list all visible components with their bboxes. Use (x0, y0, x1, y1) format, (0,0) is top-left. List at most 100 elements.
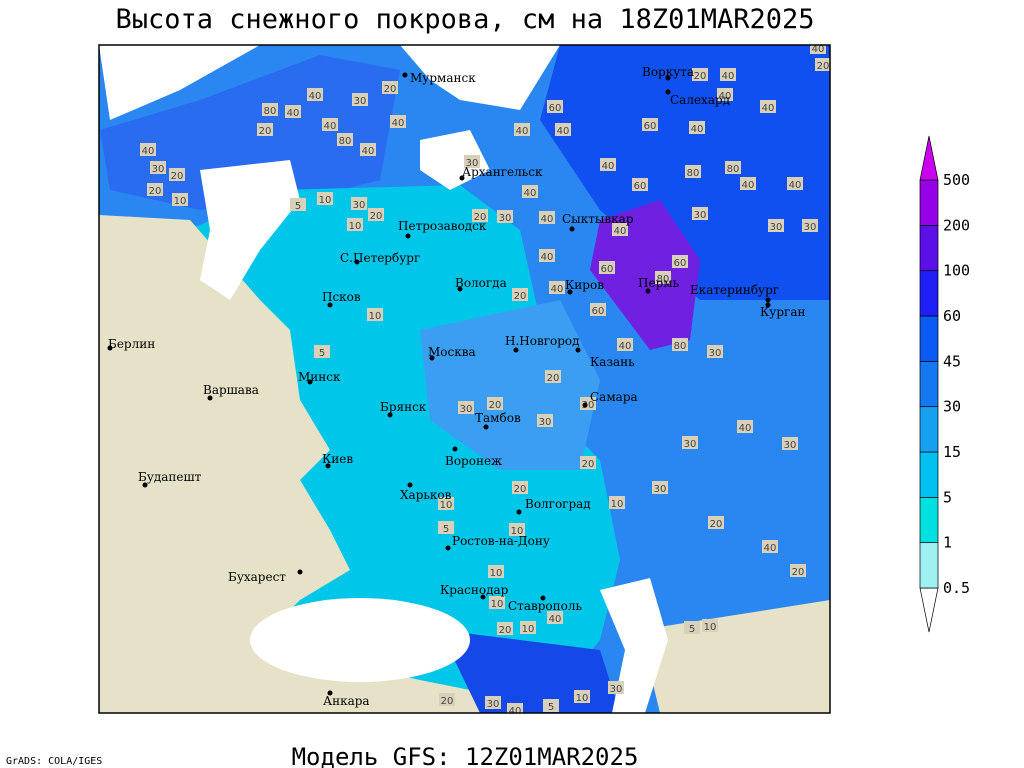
city-label: Минск (298, 370, 341, 384)
contour-label-box (740, 177, 756, 190)
contour-label: 40 (551, 284, 564, 295)
city-dot (429, 355, 435, 361)
contour-label-box (600, 158, 616, 171)
contour-label-box (555, 123, 571, 136)
contour-label: 20 (384, 84, 397, 95)
contour-label-box (692, 68, 708, 81)
contour-label-box (642, 118, 658, 131)
city-label: С.Петербург (340, 251, 420, 265)
contour-label-box (762, 540, 778, 553)
city-label: Казань (590, 355, 635, 369)
contour-label-box (512, 481, 528, 494)
contour-label: 80 (264, 106, 277, 117)
contour-label: 20 (817, 61, 830, 72)
contour-label: 10 (704, 622, 717, 633)
contour-label-box (632, 178, 648, 191)
city-dot (516, 509, 522, 515)
contour-label: 30 (610, 684, 623, 695)
contour-label: 40 (392, 118, 405, 129)
contour-label-box (787, 177, 803, 190)
contour-label: 60 (549, 103, 562, 114)
contour-label: 10 (174, 196, 187, 207)
contour-label-box (549, 281, 565, 294)
city-label: Н.Новгород (505, 334, 580, 348)
contour-label: 20 (370, 211, 383, 222)
contour-label-box (684, 621, 700, 634)
contour-label: 40 (541, 252, 554, 263)
contour-label: 20 (792, 567, 805, 578)
contour-label: 30 (694, 210, 707, 221)
contour-label: 5 (689, 624, 695, 635)
city-label: Будапешт (138, 470, 202, 484)
city-label: Вологда (455, 276, 507, 290)
contour-label-box (488, 565, 504, 578)
contour-label-box (262, 103, 278, 116)
contour-label: 80 (687, 168, 700, 179)
contour-label-box (497, 210, 513, 223)
contour-label-box (612, 223, 628, 236)
contour-label-box (438, 497, 454, 510)
contour-label: 60 (674, 258, 687, 269)
contour-label-box (367, 308, 383, 321)
contour-label: 10 (490, 568, 503, 579)
city-label: Киров (565, 278, 604, 292)
contour-label-box (655, 271, 671, 284)
contour-label-box (708, 516, 724, 529)
colorbar-segment (919, 451, 939, 498)
contour-label: 30 (487, 699, 500, 710)
colorbar-segment (919, 270, 939, 317)
city-dot (765, 297, 771, 303)
contour-label-box (652, 481, 668, 494)
contour-label: 60 (644, 121, 657, 132)
contour-label-box (599, 261, 615, 274)
city-label: Ставрополь (508, 599, 582, 613)
contour-label-box (737, 420, 753, 433)
city-label: Петрозаводск (398, 219, 487, 233)
contour-label-box (512, 288, 528, 301)
city-label: Салехард (670, 93, 730, 107)
city-dot (567, 289, 573, 295)
contour-label-box (539, 211, 555, 224)
city-label: Киев (322, 452, 353, 466)
contour-label-box (522, 185, 538, 198)
contour-label: 20 (474, 212, 487, 223)
contour-label-box (314, 345, 330, 358)
contour-label: 30 (499, 213, 512, 224)
colorbar-label: 100 (943, 262, 970, 280)
city-dot (307, 379, 313, 385)
contour-label: 30 (770, 222, 783, 233)
contour-label-box (307, 88, 323, 101)
contour-label-box (547, 100, 563, 113)
contour-label: 30 (654, 484, 667, 495)
contour-label: 30 (152, 164, 165, 175)
contour-label-box (347, 218, 363, 231)
contour-label-box (782, 437, 798, 450)
colorbar-under (919, 587, 939, 633)
contour-label: 30 (460, 404, 473, 415)
contour-label-box (760, 100, 776, 113)
city-label: Воркута (642, 65, 694, 79)
city-dot (483, 424, 489, 430)
city-label: Харьков (400, 488, 452, 502)
city-dot (513, 347, 519, 353)
contour-label: 40 (764, 543, 777, 554)
city-label: Анкара (323, 694, 370, 708)
city-dot (142, 482, 148, 488)
colorbar-label: 1 (943, 534, 952, 552)
contour-label: 20 (582, 459, 595, 470)
contour-label-box (360, 143, 376, 156)
contour-label-box (580, 456, 596, 469)
colorbar-label: 15 (943, 443, 961, 461)
colorbar-label: 200 (943, 216, 970, 234)
contour-label-box (458, 401, 474, 414)
contour-label-box (439, 693, 455, 706)
colorbar-label: 60 (943, 307, 961, 325)
contour-label: 10 (576, 693, 589, 704)
colorbar-label: 5 (943, 488, 952, 506)
contour-label-box (150, 161, 166, 174)
credit: GrADS: COLA/IGES (6, 756, 102, 767)
city-dot (407, 482, 413, 488)
contour-label-box (352, 93, 368, 106)
